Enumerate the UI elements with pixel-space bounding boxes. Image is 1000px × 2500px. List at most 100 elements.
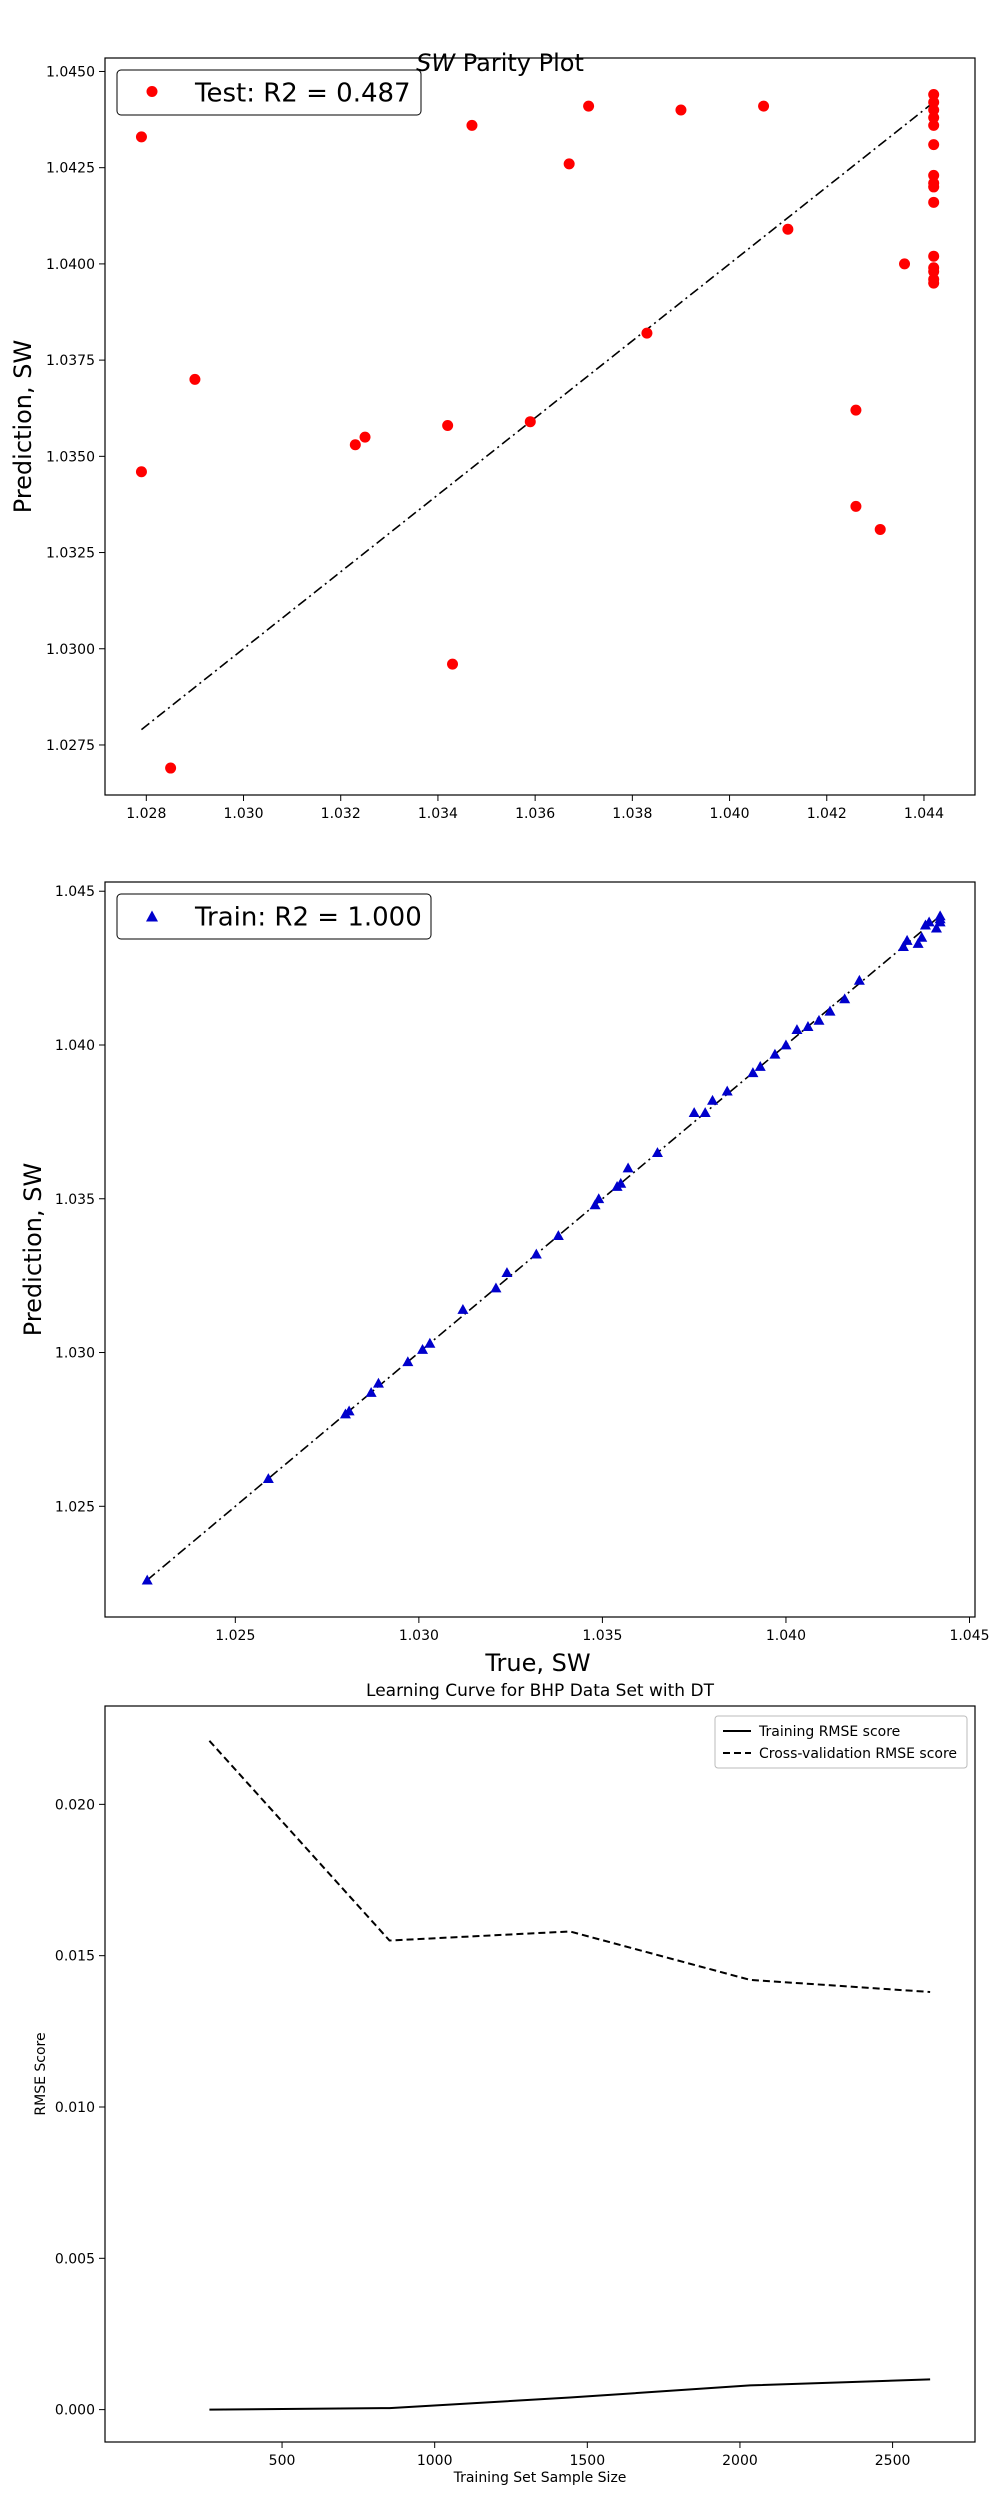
data-point — [912, 938, 924, 948]
data-point — [928, 266, 940, 278]
x-tick-label: 1.036 — [515, 806, 555, 822]
y-tick-label: 0.000 — [55, 2403, 95, 2419]
x-tick-label: 1.034 — [418, 806, 458, 822]
data-point — [824, 1005, 836, 1016]
data-point — [343, 1405, 355, 1416]
x-tick-label: 1.028 — [126, 806, 166, 822]
data-point — [688, 1107, 700, 1118]
x-axis-label: True, SW — [484, 1649, 590, 1677]
data-point — [853, 974, 865, 985]
plot-title: Learning Curve for BHP Data Set with DT — [366, 1681, 715, 1701]
data-point — [365, 1387, 377, 1397]
data-point — [457, 1303, 469, 1314]
data-point — [928, 196, 940, 208]
legend-marker — [146, 910, 158, 922]
y-tick-label: 1.025 — [55, 1499, 95, 1515]
x-axis-label: Training Set Sample Size — [453, 2470, 627, 2486]
x-tick-label: 1.030 — [399, 1628, 439, 1644]
y-tick-label: 0.015 — [55, 1949, 95, 1965]
data-point — [916, 931, 928, 942]
data-point — [424, 1337, 436, 1348]
data-point — [417, 1343, 429, 1354]
series-line — [208, 1740, 931, 1993]
data-point — [928, 96, 940, 108]
data-point — [165, 762, 177, 774]
data-point — [135, 131, 147, 143]
data-point — [490, 1282, 502, 1293]
data-point — [928, 250, 940, 262]
data-point — [928, 181, 940, 193]
data-point — [651, 1147, 663, 1158]
axes-frame — [104, 57, 976, 796]
y-tick-label: 1.045 — [55, 884, 95, 900]
data-point — [928, 112, 940, 124]
legend-label: Test: R2 = 0.487 — [194, 79, 411, 109]
data-point — [813, 1014, 825, 1025]
data-point — [901, 934, 913, 945]
data-point — [593, 1193, 605, 1204]
data-point — [349, 439, 361, 451]
y-tick-label: 1.0300 — [46, 642, 95, 658]
data-point — [524, 416, 536, 428]
data-point — [501, 1267, 513, 1277]
x-tick-label: 1500 — [569, 2453, 605, 2469]
data-point — [622, 1162, 634, 1173]
data-point — [928, 139, 940, 151]
data-point — [563, 158, 575, 170]
x-tick-label: 2000 — [722, 2453, 758, 2469]
data-point — [899, 258, 911, 270]
data-point — [141, 1574, 153, 1585]
legend-label: Train: R2 = 1.000 — [194, 903, 422, 933]
series-line — [209, 2378, 931, 2411]
data-point — [707, 1094, 719, 1105]
legend-box — [116, 893, 432, 940]
x-tick-label: 1.025 — [215, 1628, 255, 1644]
data-point — [262, 1473, 274, 1484]
data-point — [928, 89, 940, 101]
data-point — [675, 104, 687, 116]
data-point — [934, 916, 946, 927]
legend-label: Cross-validation RMSE score — [759, 1746, 957, 1762]
figure-suptitle: SW Parity Plot — [416, 49, 584, 77]
x-tick-label: 1.044 — [904, 806, 944, 822]
y-tick-label: 1.040 — [55, 1038, 95, 1054]
legend-marker — [146, 86, 158, 97]
y-tick-label: 0.010 — [55, 2100, 95, 2116]
y-tick-label: 1.0275 — [46, 738, 95, 754]
x-tick-label: 1.040 — [710, 806, 750, 822]
data-point — [934, 910, 946, 921]
y-axis-label: Prediction, SW — [9, 340, 37, 513]
data-point — [442, 420, 454, 432]
x-tick-label: 1.032 — [321, 806, 361, 822]
y-tick-label: 0.005 — [55, 2251, 95, 2267]
data-point — [530, 1248, 542, 1259]
x-tick-label: 1.045 — [949, 1628, 989, 1644]
data-point — [782, 223, 794, 235]
data-point — [589, 1199, 601, 1210]
data-point — [721, 1085, 733, 1096]
x-tick-label: 1.035 — [582, 1628, 622, 1644]
x-tick-label: 1.030 — [223, 806, 263, 822]
y-tick-label: 1.035 — [55, 1192, 95, 1208]
x-tick-label: 1.042 — [807, 806, 847, 822]
legend-label: Training RMSE score — [758, 1724, 900, 1740]
parity-reference-line — [140, 101, 935, 731]
y-tick-label: 1.0450 — [46, 64, 95, 80]
data-point — [641, 327, 653, 339]
data-point — [780, 1039, 792, 1050]
data-point — [447, 658, 459, 670]
x-tick-label: 2500 — [875, 2453, 911, 2469]
x-tick-label: 1.040 — [766, 1628, 806, 1644]
data-point — [699, 1107, 711, 1118]
suptitle-italic: SW — [416, 49, 456, 77]
data-point — [402, 1356, 414, 1367]
data-point — [850, 500, 862, 512]
data-point — [552, 1230, 564, 1241]
data-point — [615, 1177, 627, 1188]
data-point — [839, 993, 851, 1004]
data-point — [850, 404, 862, 416]
data-point — [802, 1021, 814, 1031]
suptitle-rest: Parity Plot — [455, 49, 584, 77]
data-point — [923, 916, 935, 927]
